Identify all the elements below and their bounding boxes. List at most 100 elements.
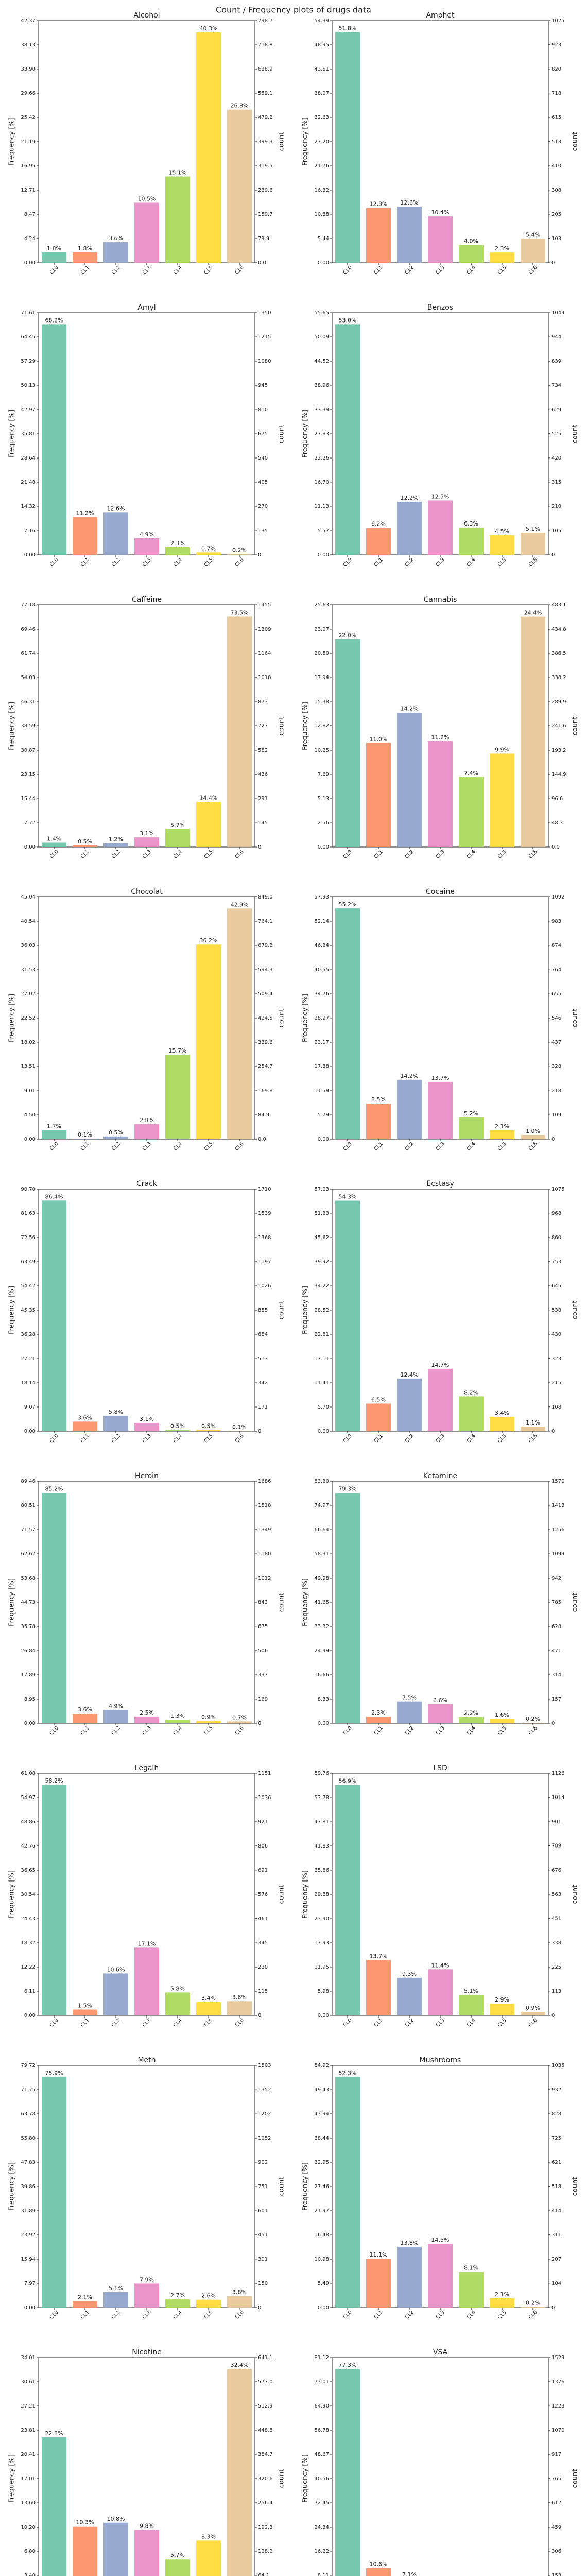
- x-tick-label: CL4: [466, 1725, 477, 1736]
- value-label: 1.2%: [109, 836, 123, 843]
- y2-tick-label: 254.7: [258, 1064, 273, 1070]
- value-label: 32.4%: [231, 2362, 249, 2368]
- bar: [397, 713, 422, 847]
- bar: [366, 1960, 391, 2015]
- plot-frame: [38, 1189, 255, 1432]
- y-tick-label: 22.26: [314, 455, 329, 461]
- x-tick-label: CL3: [435, 2018, 446, 2028]
- value-label: 11.4%: [431, 1962, 450, 1969]
- y-tick-label: 38.13: [21, 42, 36, 48]
- y2-tick-label: 308: [551, 188, 561, 193]
- value-label: 26.8%: [231, 103, 249, 109]
- bar: [196, 944, 221, 1139]
- value-label: 1.6%: [495, 1711, 509, 1718]
- bar: [103, 2292, 128, 2308]
- x-tick-label: CL1: [373, 849, 384, 860]
- y-tick-label: 55.80: [21, 2136, 36, 2141]
- y-tick-label: 43.94: [314, 2111, 329, 2117]
- x-tick-label: CL2: [111, 849, 122, 860]
- plot-frame: [332, 1481, 549, 1724]
- value-label: 15.7%: [169, 1047, 187, 1054]
- bar: [521, 1134, 545, 1139]
- y2-tick-label: 764.1: [258, 919, 273, 924]
- y2-tick-label: 546: [551, 1015, 561, 1021]
- y-tick-label: 45.62: [314, 1235, 329, 1241]
- value-label: 4.0%: [464, 238, 478, 244]
- y-tick-label: 83.30: [314, 1479, 329, 1484]
- y-tick-label: 16.22: [314, 2549, 329, 2554]
- y-tick-label: 34.01: [21, 2355, 36, 2361]
- y2-tick-label: 513: [258, 1356, 268, 1362]
- y2-tick-label: 339.6: [258, 1040, 273, 1045]
- value-label: 0.5%: [109, 1129, 123, 1136]
- y2-tick-label: 0.0: [258, 1137, 266, 1142]
- y-tick-label: 64.90: [314, 2403, 329, 2409]
- y-tick-label: 12.22: [21, 1964, 36, 1970]
- y-tick-label: 71.61: [21, 310, 36, 316]
- y-tick-label: 10.88: [314, 212, 329, 217]
- value-label: 14.5%: [431, 2236, 450, 2243]
- y-tick-label: 18.32: [21, 1940, 36, 1946]
- value-label: 4.9%: [109, 1703, 123, 1709]
- y-tick-label: 0.00: [318, 260, 329, 266]
- value-label: 36.2%: [200, 937, 218, 944]
- x-tick-label: CL2: [111, 1141, 122, 1152]
- y-tick-label: 52.14: [314, 919, 329, 924]
- bar: [165, 2559, 190, 2576]
- x-tick-label: CL3: [435, 265, 446, 276]
- y2-tick-label: 675: [258, 431, 268, 437]
- x-tick-label: CL0: [342, 1433, 353, 1444]
- value-label: 2.7%: [170, 2292, 185, 2299]
- value-label: 75.9%: [45, 2070, 63, 2077]
- x-tick-label: CL6: [528, 2310, 539, 2320]
- x-tick-label: CL2: [404, 557, 415, 568]
- y-tick-label: 29.66: [21, 91, 36, 96]
- y-tick-label: 79.72: [21, 2063, 36, 2069]
- x-tick-label: CL4: [466, 2310, 477, 2320]
- y-tick-label: 21.97: [314, 2208, 329, 2214]
- y2-tick-label: 1018: [258, 675, 271, 681]
- y2-tick-label: 628: [551, 1624, 561, 1630]
- value-label: 53.0%: [339, 317, 357, 324]
- y2-tick-label: 1036: [258, 1795, 271, 1801]
- y-tick-label: 0.00: [24, 2305, 36, 2311]
- value-label: 73.5%: [231, 609, 249, 616]
- bar: [397, 1079, 422, 1139]
- y-tick-label: 8.95: [24, 1697, 36, 1702]
- value-label: 10.5%: [138, 196, 156, 202]
- y2-tick-label: 789: [551, 1843, 561, 1849]
- value-label: 0.7%: [232, 1714, 247, 1721]
- y-tick-label: 33.39: [314, 407, 329, 413]
- x-tick-label: CL2: [111, 557, 122, 568]
- y2-tick-label: 0: [258, 1721, 261, 1726]
- y-tick-label: 7.16: [24, 528, 36, 534]
- value-label: 10.3%: [76, 2519, 94, 2526]
- y-tick-label: 17.38: [314, 1064, 329, 1070]
- bar: [428, 1368, 453, 1431]
- y-axis-label: Frequency [%]: [8, 1870, 16, 1919]
- x-tick-label: CL6: [528, 1725, 539, 1736]
- bar: [459, 527, 484, 555]
- x-tick-label: CL1: [373, 2018, 384, 2028]
- x-tick-label: CL2: [111, 265, 122, 276]
- x-tick-label: CL6: [528, 849, 539, 860]
- y2-tick-label: 314: [551, 1672, 561, 1678]
- y2-tick-label: 945: [258, 383, 268, 388]
- value-label: 11.2%: [76, 510, 94, 516]
- x-tick-label: CL0: [49, 849, 60, 860]
- y-tick-label: 42.97: [21, 407, 36, 413]
- y2-tick-label: 1368: [258, 1235, 271, 1241]
- y2-tick-label: 820: [551, 66, 561, 72]
- y2-tick-label: 725: [551, 2136, 561, 2141]
- value-label: 2.8%: [140, 1117, 154, 1124]
- y2-axis-label: count: [572, 717, 579, 736]
- x-tick-label: CL6: [528, 1433, 539, 1444]
- y2-tick-label: 843: [258, 1600, 268, 1605]
- x-tick-label: CL6: [528, 2018, 539, 2028]
- y-tick-label: 38.07: [314, 91, 329, 96]
- bar: [73, 517, 97, 555]
- y-tick-label: 14.32: [21, 504, 36, 510]
- x-tick-label: CL3: [435, 557, 446, 568]
- y2-tick-label: 239.6: [258, 188, 273, 193]
